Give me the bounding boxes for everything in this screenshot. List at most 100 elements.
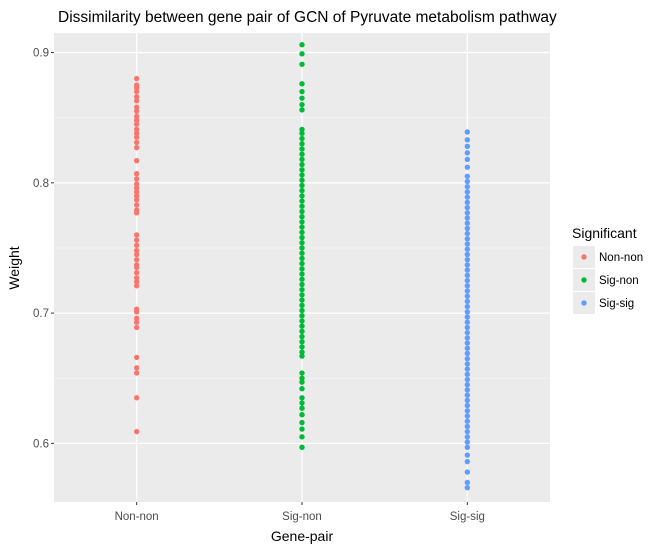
data-point xyxy=(464,210,471,216)
data-point xyxy=(299,240,305,246)
data-point xyxy=(299,130,305,137)
data-point xyxy=(464,251,471,258)
data-point xyxy=(133,315,140,322)
data-point xyxy=(133,82,140,88)
data-point xyxy=(133,395,140,401)
y-tick-label: 0.8 xyxy=(33,178,49,190)
data-point xyxy=(464,458,471,465)
data-point xyxy=(299,370,305,376)
data-point xyxy=(464,215,471,221)
data-point xyxy=(299,281,305,288)
data-point xyxy=(464,303,471,310)
data-point xyxy=(133,134,140,140)
data-point xyxy=(133,126,140,133)
data-point xyxy=(464,366,471,372)
data-point xyxy=(133,237,140,243)
data-point xyxy=(464,272,471,279)
data-point xyxy=(464,143,471,150)
data-point xyxy=(464,340,471,346)
data-point xyxy=(299,313,305,319)
data-point xyxy=(133,207,140,213)
data-point xyxy=(464,236,471,242)
data-point xyxy=(464,267,471,273)
data-point xyxy=(299,434,305,440)
data-point xyxy=(464,371,471,378)
data-point xyxy=(464,199,471,206)
data-point xyxy=(299,419,305,426)
data-point xyxy=(133,185,140,191)
data-point xyxy=(464,397,471,404)
data-point xyxy=(299,229,305,236)
data-point xyxy=(133,176,140,182)
data-point xyxy=(133,144,140,151)
data-point xyxy=(464,309,471,315)
data-point xyxy=(133,157,140,164)
data-point xyxy=(299,51,305,57)
data-point xyxy=(464,288,471,294)
data-point xyxy=(133,354,140,361)
chart-title: Dissimilarity between gene pair of GCN o… xyxy=(58,9,557,26)
y-tick-label: 0.9 xyxy=(33,48,49,60)
data-point xyxy=(299,81,305,87)
legend-swatch xyxy=(581,277,587,283)
legend-entries: Non-non Sig-non Sig-sig xyxy=(573,246,643,314)
data-point xyxy=(464,335,471,341)
data-point xyxy=(299,208,305,215)
x-axis-title: Gene-pair xyxy=(271,528,334,544)
data-point xyxy=(133,319,140,325)
data-point xyxy=(299,344,305,350)
data-point xyxy=(133,88,140,95)
data-point xyxy=(299,95,305,101)
data-point xyxy=(299,187,305,194)
data-point xyxy=(133,197,140,203)
data-point xyxy=(299,213,305,220)
x-tick-label: Sig-sig xyxy=(450,511,485,523)
data-point xyxy=(299,276,305,282)
data-points xyxy=(133,42,471,491)
data-point xyxy=(299,260,305,267)
series-non-non xyxy=(133,75,140,435)
data-point xyxy=(299,405,305,411)
data-point xyxy=(464,156,471,163)
data-point xyxy=(133,202,140,208)
data-point xyxy=(133,75,140,82)
data-point xyxy=(464,319,471,325)
data-point xyxy=(299,151,305,157)
data-point xyxy=(133,256,140,263)
data-point xyxy=(133,171,140,177)
data-point xyxy=(464,479,471,486)
data-point xyxy=(464,382,471,388)
data-point xyxy=(299,146,305,152)
data-point xyxy=(133,370,140,376)
data-point xyxy=(133,232,140,238)
data-point xyxy=(299,323,305,329)
legend-label: Sig-sig xyxy=(599,298,634,310)
data-point xyxy=(133,108,140,114)
data-point xyxy=(299,156,305,163)
data-point xyxy=(299,167,305,173)
data-point xyxy=(133,324,140,331)
data-point xyxy=(299,88,305,95)
data-point xyxy=(464,434,471,440)
data-point xyxy=(464,418,471,424)
data-point xyxy=(299,297,305,303)
data-point xyxy=(133,113,140,120)
data-point xyxy=(464,189,471,195)
data-point xyxy=(299,161,305,168)
data-point xyxy=(133,306,140,312)
y-tick-label: 0.6 xyxy=(33,438,49,450)
data-point xyxy=(464,204,471,211)
legend-label: Non-non xyxy=(599,252,643,264)
data-point xyxy=(464,376,471,383)
data-point xyxy=(464,129,471,135)
data-point xyxy=(299,245,305,251)
y-axis-ticks: 0.6 0.7 0.8 0.9 xyxy=(33,48,54,450)
data-point xyxy=(299,42,305,48)
data-point xyxy=(464,428,471,435)
legend-title: Significant xyxy=(572,225,637,241)
data-point xyxy=(464,164,471,170)
data-point xyxy=(464,314,471,320)
data-point xyxy=(464,256,471,263)
data-point xyxy=(299,255,305,262)
data-point xyxy=(299,339,305,345)
